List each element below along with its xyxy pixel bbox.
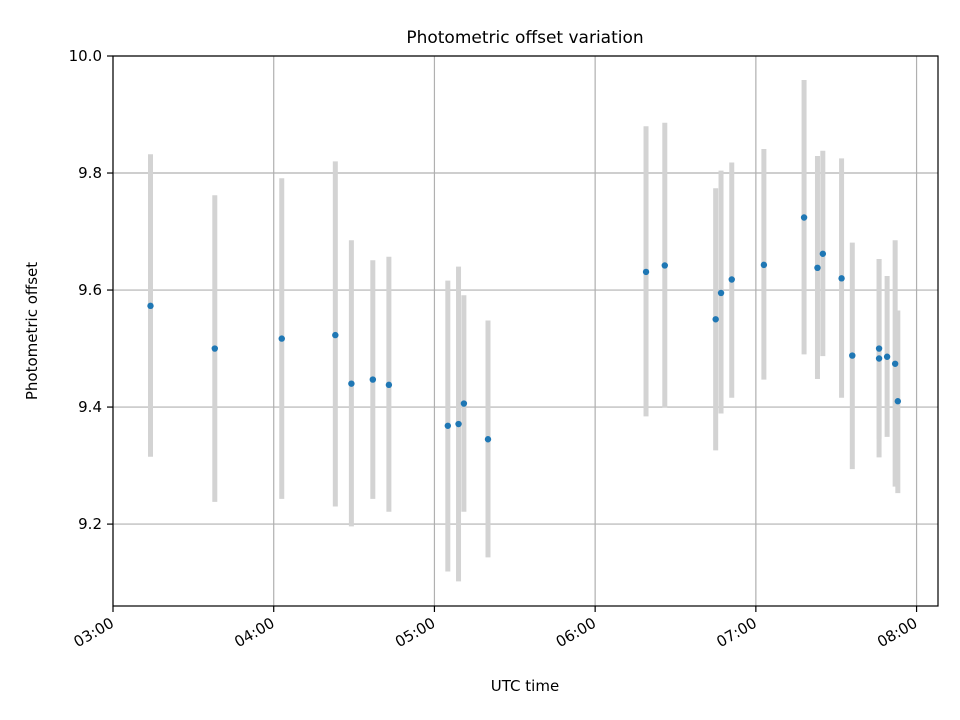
y-axis-label: Photometric offset	[23, 262, 41, 400]
data-point	[348, 380, 355, 387]
x-tick-label: 05:00	[392, 614, 438, 651]
data-point	[444, 422, 452, 429]
y-tick-label: 10.0	[69, 47, 102, 65]
x-tick-label: 04:00	[231, 614, 277, 651]
data-point	[883, 353, 891, 360]
x-tick-label: 08:00	[874, 614, 920, 651]
data-point	[385, 381, 393, 389]
data-point	[875, 345, 883, 352]
data-point	[712, 316, 719, 323]
x-tick-label: 03:00	[71, 614, 117, 651]
data-point	[369, 376, 377, 383]
data-point	[838, 275, 845, 282]
data-point	[814, 264, 821, 272]
y-ticks: 9.2 9.4 9.6 9.8 10.0	[69, 47, 113, 533]
data-point	[819, 250, 827, 257]
grid	[112, 55, 938, 606]
y-tick-label: 9.2	[78, 515, 102, 533]
errorbars	[148, 79, 901, 582]
x-tick-label: 06:00	[553, 614, 599, 651]
chart-title: Photometric offset variation	[406, 28, 643, 48]
data-point	[147, 302, 154, 310]
data-point	[891, 360, 899, 367]
data-point	[332, 331, 339, 339]
y-tick-label: 9.4	[78, 398, 102, 416]
data-point	[875, 355, 883, 362]
y-tick-label: 9.6	[78, 281, 102, 299]
x-axis-label: UTC time	[491, 677, 559, 695]
data-point	[460, 400, 468, 407]
markers	[147, 214, 902, 443]
data-point	[760, 261, 768, 269]
y-tick-label: 9.8	[78, 164, 102, 182]
x-tick-label: 07:00	[713, 614, 759, 651]
data-point	[211, 345, 218, 352]
data-point	[661, 262, 668, 269]
data-point	[484, 436, 492, 443]
data-point	[800, 214, 808, 221]
plot-frame	[112, 55, 939, 607]
data-point	[728, 276, 735, 283]
data-point	[894, 398, 902, 405]
data-point	[717, 289, 725, 297]
x-ticks: 03:00 04:00 05:00 06:00 07:00 08:00	[71, 606, 921, 651]
data-point	[642, 268, 650, 276]
data-point	[849, 352, 856, 359]
data-point	[278, 335, 285, 342]
data-point	[455, 420, 462, 428]
